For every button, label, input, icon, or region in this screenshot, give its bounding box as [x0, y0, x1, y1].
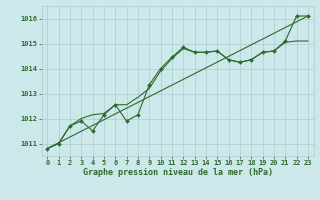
- X-axis label: Graphe pression niveau de la mer (hPa): Graphe pression niveau de la mer (hPa): [83, 168, 273, 177]
